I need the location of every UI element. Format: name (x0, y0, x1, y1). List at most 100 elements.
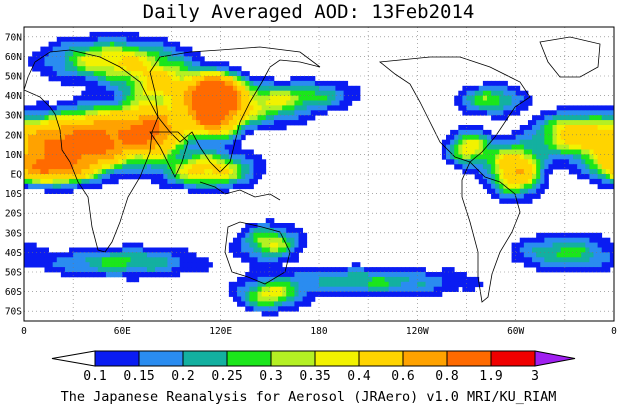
aod-cell (413, 291, 418, 297)
aod-cell (146, 80, 152, 87)
aod-cell (89, 134, 95, 141)
aod-cell (138, 56, 144, 62)
aod-cell (118, 115, 123, 121)
aod-cell (478, 105, 484, 111)
aod-cell (24, 154, 29, 160)
aod-cell (122, 257, 127, 263)
aod-cell (110, 100, 115, 106)
aod-cell (48, 188, 54, 194)
aod-cell (478, 149, 484, 155)
aod-cell (208, 66, 213, 72)
aod-cell (507, 154, 512, 160)
aod-cell (159, 46, 164, 52)
aod-cell (532, 237, 537, 243)
aod-cell (126, 247, 131, 253)
aod-cell (159, 51, 164, 57)
aod-cell (105, 85, 111, 92)
aod-cell (486, 149, 492, 155)
aod-cell (306, 90, 312, 96)
aod-cell (69, 76, 74, 82)
aod-cell (409, 272, 414, 278)
aod-cell (159, 149, 164, 155)
aod-cell (474, 144, 480, 150)
aod-cell (122, 169, 127, 175)
aod-cell (511, 183, 517, 190)
aod-cell (450, 267, 455, 273)
aod-cell (601, 139, 607, 145)
aod-cell (474, 164, 480, 170)
aod-cell (585, 247, 590, 253)
aod-cell (462, 286, 467, 292)
aod-cell (491, 100, 496, 106)
aod-cell (364, 291, 369, 297)
aod-cell (286, 80, 291, 87)
aod-cell (278, 105, 283, 111)
aod-cell (175, 164, 181, 170)
aod-cell (298, 76, 304, 82)
aod-cell (491, 164, 496, 170)
aod-cell (64, 144, 70, 150)
aod-cell (282, 306, 287, 312)
aod-cell (544, 169, 549, 175)
aod-cell (261, 85, 267, 92)
aod-cell (110, 134, 115, 141)
aod-cell (605, 183, 611, 190)
aod-cell (105, 80, 111, 87)
aod-cell (388, 272, 394, 278)
aod-cell (257, 125, 263, 131)
aod-cell (491, 134, 496, 141)
aod-cell (269, 80, 275, 87)
aod-cell (142, 169, 148, 175)
aod-cell (478, 178, 484, 185)
aod-cell (151, 252, 156, 258)
aod-cell (40, 125, 45, 131)
aod-cell (593, 134, 599, 141)
aod-cell (249, 272, 254, 278)
aod-cell (339, 85, 344, 92)
aod-cell (101, 36, 107, 43)
aod-cell (40, 257, 45, 263)
aod-cell (319, 90, 324, 96)
aod-cell (249, 227, 254, 234)
aod-cell (405, 267, 410, 273)
aod-cell (601, 144, 607, 150)
aod-cell (294, 120, 299, 126)
aod-cell (597, 257, 603, 263)
aod-cell (511, 242, 517, 248)
aod-cell (118, 144, 123, 150)
aod-cell (552, 262, 558, 268)
aod-cell (69, 129, 74, 136)
aod-cell (175, 115, 181, 121)
aod-cell (560, 139, 566, 145)
aod-cell (278, 95, 283, 101)
colorbar-label: 0.3 (259, 369, 282, 384)
aod-cell (478, 85, 484, 92)
aod-cell (278, 247, 283, 253)
aod-cell (81, 56, 86, 62)
aod-cell (237, 95, 242, 101)
aod-cell (294, 227, 299, 234)
aod-cell (290, 272, 295, 278)
aod-cell (163, 90, 168, 96)
aod-cell (212, 85, 217, 92)
aod-cell (568, 154, 574, 160)
aod-cell (126, 125, 131, 131)
aod-cell (130, 252, 136, 258)
aod-cell (581, 237, 586, 243)
aod-cell (298, 281, 304, 288)
aod-cell (278, 80, 283, 87)
aod-cell (515, 252, 521, 258)
aod-cell (503, 164, 508, 170)
aod-cell (589, 115, 594, 121)
aod-cell (60, 100, 66, 106)
aod-cell (552, 125, 558, 131)
aod-cell (265, 227, 271, 234)
aod-cell (532, 262, 537, 268)
aod-cell (114, 105, 119, 111)
aod-cell (52, 164, 58, 170)
aod-cell (167, 262, 172, 268)
aod-cell (544, 252, 549, 258)
aod-cell (495, 188, 500, 194)
aod-cell (93, 36, 99, 43)
aod-cell (77, 159, 82, 165)
